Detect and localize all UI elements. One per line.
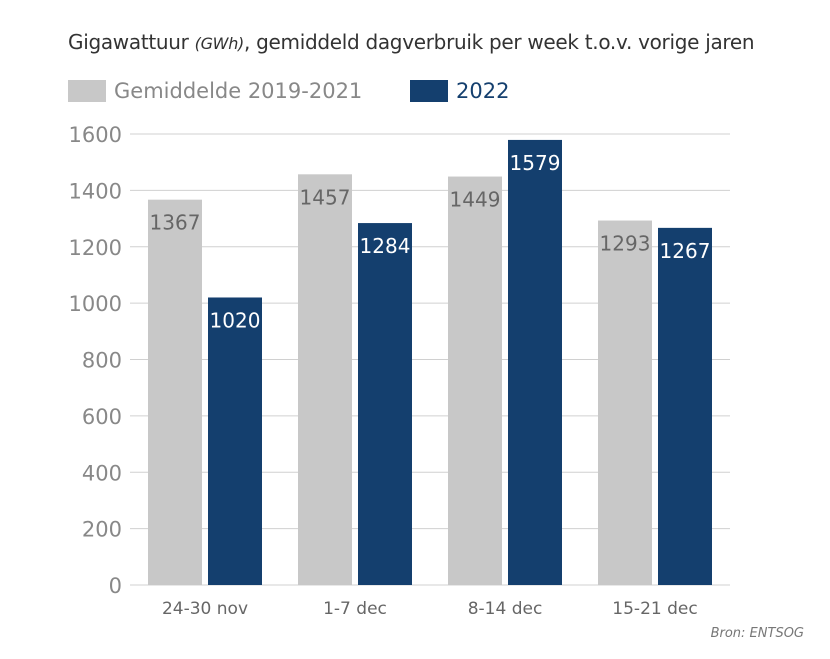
data-label: 1449 [450,188,501,212]
data-label: 1020 [210,308,261,332]
bar [208,297,262,585]
x-tick-label: 15-21 dec [612,599,697,619]
chart-title: Gigawattuur (GWh), gemiddeld dagverbruik… [68,30,755,54]
bar [298,174,352,586]
data-label: 1457 [300,185,351,209]
y-tick-label: 200 [82,518,122,542]
title-rest: , gemiddeld dagverbruik per week t.o.v. … [244,30,755,54]
title-unit: (GWh) [194,34,245,53]
x-tick-label: 8-14 dec [468,599,543,619]
legend-label-2022: 2022 [456,79,510,103]
y-tick-label: 400 [82,461,122,485]
data-label: 1284 [360,234,411,258]
source-note: Bron: ENTSOG [710,626,804,641]
data-label: 1367 [150,211,201,235]
bar [448,176,502,586]
y-tick-label: 1400 [69,179,122,203]
data-label: 1293 [600,232,651,256]
bar [358,223,412,585]
bar [598,220,652,585]
bar [148,199,202,585]
y-tick-label: 0 [109,574,122,598]
y-tick-label: 600 [82,405,122,429]
data-label: 1267 [660,239,711,263]
y-tick-label: 1200 [69,236,122,260]
legend-item-average: Gemiddelde 2019-2021 [68,78,362,104]
x-tick-label: 24-30 nov [162,599,248,619]
title-main: Gigawattuur [68,30,189,54]
bar [508,139,562,585]
data-label: 1579 [510,151,561,175]
legend-label-average: Gemiddelde 2019-2021 [114,79,363,103]
x-tick-label: 1-7 dec [323,599,387,619]
y-tick-label: 1600 [69,123,122,147]
legend-swatch-2022 [410,80,448,102]
legend-item-2022: 2022 [410,78,509,104]
y-tick-label: 1000 [69,292,122,316]
y-tick-label: 800 [82,349,122,373]
legend-swatch-average [68,80,106,102]
bar [658,227,712,585]
